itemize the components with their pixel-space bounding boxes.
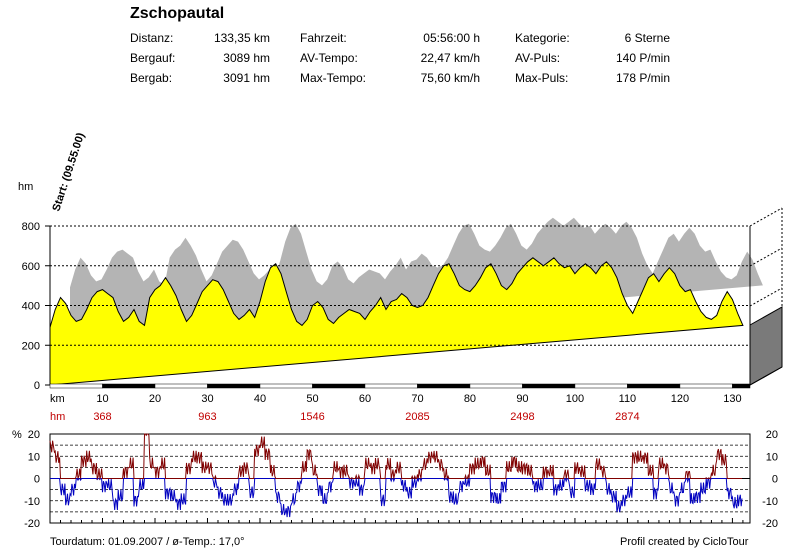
- x-tick-label: 80: [464, 393, 476, 405]
- profile-side-face: [749, 306, 783, 386]
- x-tick-label: 90: [516, 393, 528, 405]
- km-bar-segment: [469, 383, 523, 389]
- stat-label-kategorie: Kategorie:: [515, 31, 570, 45]
- climb-label: 2498: [510, 411, 534, 423]
- stat-label-max-puls: Max-Puls:: [515, 71, 569, 85]
- start-time-label: Start: (09.55.00): [50, 131, 87, 213]
- x-tick-label: 130: [723, 393, 741, 405]
- stat-value-bergab: 3091 hm: [223, 71, 270, 85]
- climb-row-label: hm: [50, 411, 65, 423]
- km-bar-segment: [102, 383, 156, 389]
- y-axis-label: hm: [18, 181, 33, 193]
- climb-label: 963: [198, 411, 216, 423]
- gradient-uphill-line: [49, 433, 742, 481]
- depth-line-400: [749, 287, 783, 307]
- stat-value-kategorie: 6 Sterne: [624, 31, 670, 45]
- climb-label: 368: [93, 411, 111, 423]
- footer-credit: Profil created by CicloTour: [620, 536, 749, 548]
- x-tick-label: 10: [96, 393, 108, 405]
- gradient-tick-right: -20: [762, 518, 778, 530]
- page-title: Zschopautal: [130, 5, 225, 22]
- y-tick-label: 400: [22, 301, 40, 313]
- x-axis-ticks: 10 20 30 40 50 60 70 80 90 100 110 120 130: [96, 393, 741, 405]
- stat-value-fahrzeit: 05:56:00 h: [423, 31, 480, 45]
- km-bar-segment: [574, 383, 628, 389]
- x-tick-label: 30: [201, 393, 213, 405]
- km-bar-segment: [49, 383, 103, 389]
- km-bar-segment: [154, 383, 208, 389]
- gradient-tick-right: 0: [772, 474, 778, 486]
- stat-value-bergauf: 3089 hm: [223, 51, 270, 65]
- gradient-tick-left: -20: [24, 518, 40, 530]
- stat-label-av-puls: AV-Puls:: [515, 51, 561, 65]
- gradient-tick-left: -10: [24, 496, 40, 508]
- stat-value-av-puls: 140 P/min: [615, 51, 670, 65]
- x-tick-label: 20: [149, 393, 161, 405]
- km-bar-segment: [627, 383, 681, 389]
- stat-label-av-tempo: AV-Tempo:: [300, 51, 358, 65]
- y-tick-label: 200: [22, 340, 40, 352]
- km-bar-segment: [417, 383, 471, 389]
- stat-label-bergauf: Bergauf:: [130, 51, 176, 65]
- stat-value-distanz: 133,35 km: [213, 31, 270, 45]
- stat-value-av-tempo: 22,47 km/h: [420, 51, 480, 65]
- km-bar-segment: [522, 383, 576, 389]
- gradient-downhill-line: [50, 476, 743, 518]
- stat-label-bergab: Bergab:: [130, 71, 173, 85]
- climb-label: 1546: [300, 411, 324, 423]
- gradient-unit-label: %: [12, 429, 22, 441]
- gradient-tick-right: -10: [762, 496, 778, 508]
- gradient-ticks: -20 -20 -10 -10 0 0 10 10 20 20: [24, 429, 778, 530]
- stat-value-max-tempo: 75,60 km/h: [420, 71, 480, 85]
- y-tick-label: 0: [34, 380, 40, 392]
- depth-line-0: [749, 366, 783, 386]
- km-scale-bar: [49, 383, 751, 389]
- km-bar-segment: [732, 383, 751, 389]
- x-axis-label: km: [50, 393, 65, 405]
- gradient-tick-right: 20: [766, 429, 778, 441]
- stat-label-max-tempo: Max-Tempo:: [300, 71, 367, 85]
- km-bar-segment: [364, 383, 418, 389]
- gradient-tick-left: 0: [34, 474, 40, 486]
- y-tick-label: 800: [22, 221, 40, 233]
- km-bar-segment: [259, 383, 313, 389]
- km-bar-segment: [679, 383, 733, 389]
- y-axis-ticks: 0 200 400 600 800: [22, 221, 50, 392]
- profile-shadow: [70, 217, 763, 345]
- km-bar-segment: [207, 383, 261, 389]
- x-tick-label: 60: [359, 393, 371, 405]
- depth-line-800: [749, 207, 783, 227]
- stat-value-max-puls: 178 P/min: [615, 71, 670, 85]
- elevation-area: [49, 257, 744, 386]
- gradient-tick-right: 10: [766, 451, 778, 463]
- cumulative-climb-labels: 368 963 1546 2085 2498 2874: [93, 411, 639, 423]
- gradient-tick-left: 20: [28, 429, 40, 441]
- depth-line-600: [749, 247, 783, 267]
- x-tick-label: 100: [566, 393, 584, 405]
- gradient-tick-left: 10: [28, 451, 40, 463]
- y-tick-label: 600: [22, 261, 40, 273]
- x-tick-label: 110: [619, 393, 637, 405]
- climb-label: 2085: [405, 411, 429, 423]
- climb-label: 2874: [615, 411, 639, 423]
- x-tick-label: 50: [306, 393, 318, 405]
- x-tick-label: 120: [671, 393, 689, 405]
- stat-label-fahrzeit: Fahrzeit:: [300, 31, 347, 45]
- x-tick-label: 70: [411, 393, 423, 405]
- footer-tour-info: Tourdatum: 01.09.2007 / ø-Temp.: 17,0°: [50, 536, 245, 548]
- x-tick-label: 40: [254, 393, 266, 405]
- grid-lines: [50, 225, 750, 346]
- km-bar-segment: [312, 383, 366, 389]
- stat-label-distanz: Distanz:: [130, 31, 174, 45]
